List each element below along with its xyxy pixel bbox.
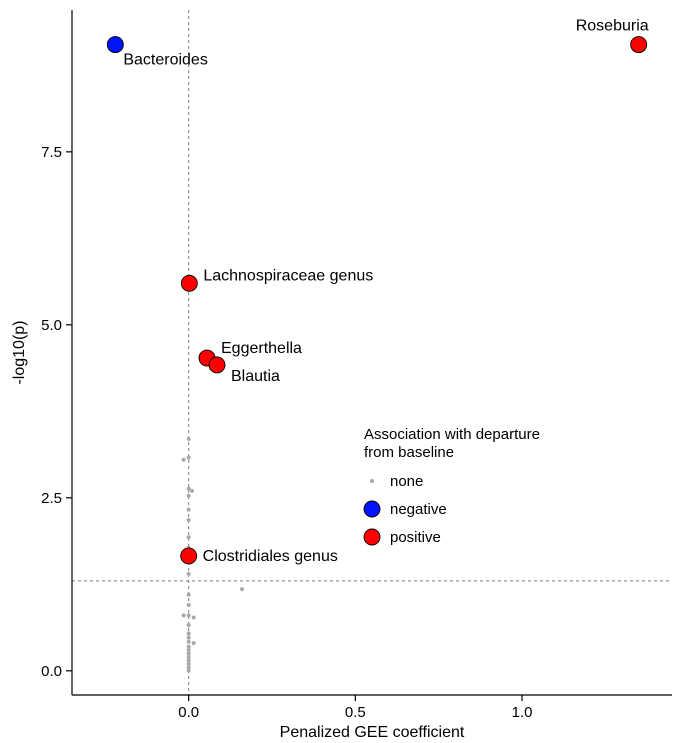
y-tick-label: 5.0 xyxy=(41,317,62,334)
y-tick-label: 2.5 xyxy=(41,490,62,507)
point-positive xyxy=(209,357,225,373)
point-none xyxy=(187,518,191,522)
point-label: Blautia xyxy=(231,368,280,385)
y-axis-label: -log10(p) xyxy=(11,320,28,384)
x-tick-label: 0.5 xyxy=(345,704,366,721)
point-none xyxy=(187,613,191,617)
point-none xyxy=(187,640,191,644)
point-none xyxy=(192,641,196,645)
point-positive xyxy=(181,275,197,291)
point-none xyxy=(187,658,191,662)
x-axis-label: Penalized GEE coefficient xyxy=(280,724,465,741)
point-none xyxy=(187,669,191,673)
point-none xyxy=(187,648,191,652)
plot-background xyxy=(0,0,685,743)
y-tick-label: 0.0 xyxy=(41,663,62,680)
point-none xyxy=(240,587,244,591)
point-none xyxy=(187,494,191,498)
point-none xyxy=(187,662,191,666)
point-label: Clostridiales genus xyxy=(203,548,338,565)
legend-item-label: none xyxy=(390,473,423,490)
chart-svg: 0.0 0.5 1.0 0.0 2.5 5.0 7.5 Penalized GEE coeff… xyxy=(0,0,685,743)
point-none xyxy=(187,636,191,640)
point-none xyxy=(187,631,191,635)
volcano-plot: 0.0 0.5 1.0 0.0 2.5 5.0 7.5 Penalized GEE coeff… xyxy=(0,0,685,743)
legend-marker-icon xyxy=(364,529,380,545)
legend-title: from baseline xyxy=(364,444,454,461)
point-none xyxy=(187,665,191,669)
point-none xyxy=(187,593,191,597)
legend-item-label: negative xyxy=(390,501,447,518)
point-positive xyxy=(181,548,197,564)
point-none xyxy=(187,535,191,539)
point-none xyxy=(190,489,194,493)
point-none xyxy=(187,645,191,649)
point-label: Lachnospiraceae genus xyxy=(203,267,373,284)
point-none xyxy=(187,487,191,491)
point-none xyxy=(182,613,186,617)
legend-marker-icon xyxy=(364,501,380,517)
point-none xyxy=(187,655,191,659)
point-none xyxy=(187,508,191,512)
point-none xyxy=(187,437,191,441)
legend-title: Association with departure xyxy=(364,426,540,443)
point-none xyxy=(192,616,196,620)
point-label: Bacteroides xyxy=(123,52,208,69)
point-none xyxy=(187,456,191,460)
point-none xyxy=(182,458,186,462)
point-positive xyxy=(631,37,647,53)
point-none xyxy=(187,603,191,607)
legend-marker-icon xyxy=(370,479,374,483)
point-none xyxy=(187,651,191,655)
point-negative xyxy=(107,37,123,53)
y-tick-label: 7.5 xyxy=(41,144,62,161)
point-none xyxy=(187,572,191,576)
x-tick-label: 1.0 xyxy=(512,704,533,721)
point-label: Eggerthella xyxy=(221,340,302,357)
point-none xyxy=(187,623,191,627)
point-label: Roseburia xyxy=(576,18,649,35)
legend-item-label: positive xyxy=(390,529,441,546)
x-tick-label: 0.0 xyxy=(178,704,199,721)
